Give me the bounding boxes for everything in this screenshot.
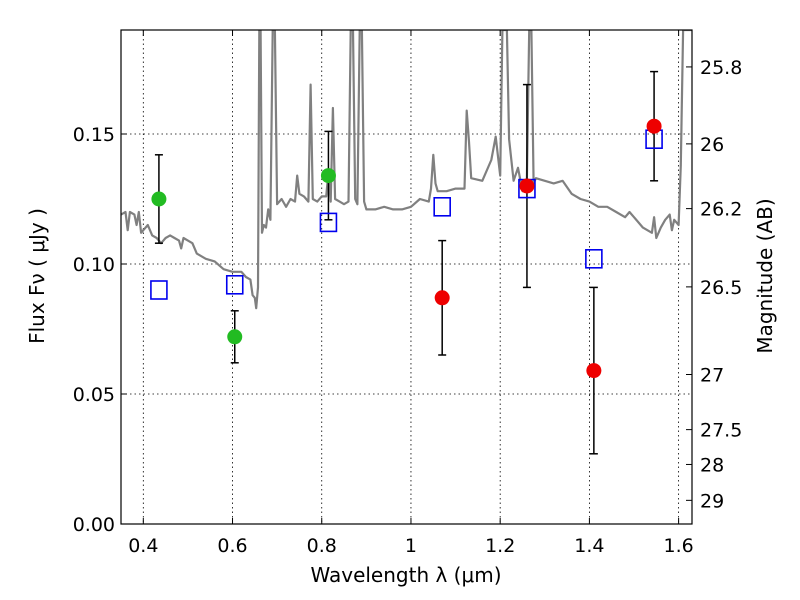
red-point-marker <box>519 178 535 194</box>
y-tick-label: 0.00 <box>73 514 115 536</box>
model-square-marker <box>319 212 338 233</box>
model-square-marker <box>225 274 244 295</box>
magnitude-tick-label: 29 <box>700 490 724 512</box>
red-point-marker <box>434 290 450 306</box>
x-tick-label: 1.6 <box>664 535 694 557</box>
model-square-marker <box>433 197 451 217</box>
x-tick-label: 0.8 <box>307 535 337 557</box>
model-square-marker <box>150 280 168 300</box>
y-axis-label-left: Flux Fν ( μJy ) <box>25 208 49 344</box>
magnitude-tick-label: 27.5 <box>700 420 742 442</box>
x-tick-label: 0.6 <box>217 535 247 557</box>
red-point-marker <box>646 118 662 134</box>
y-tick-label: 0.10 <box>73 254 115 276</box>
magnitude-tick-label: 26 <box>700 134 724 156</box>
green-point-marker <box>151 191 167 207</box>
model-spectrum <box>121 30 692 310</box>
y-tick-label: 0.15 <box>73 124 115 146</box>
axis-ticks: 0.4 0.6 0.8 1 1.2 1.4 1.6 0.00 0.05 0.10 0.15 25.8 2… <box>73 30 742 557</box>
green-point-marker <box>227 329 243 345</box>
magnitude-tick-label: 28 <box>700 454 724 476</box>
magnitude-tick-label: 25.8 <box>700 57 742 79</box>
plot-frame <box>120 29 693 525</box>
y-tick-label: 0.05 <box>73 384 115 406</box>
x-axis-label: Wavelength λ (μm) <box>310 563 501 587</box>
y-axis-label-right: Magnitude (AB) <box>753 198 777 353</box>
data-markers <box>150 118 663 379</box>
magnitude-tick-label: 26.2 <box>700 199 742 221</box>
green-point-marker <box>320 168 336 184</box>
magnitude-tick-label: 26.5 <box>700 277 742 299</box>
red-point-marker <box>586 363 602 379</box>
x-tick-label: 1.2 <box>485 535 515 557</box>
error-bars <box>154 70 659 455</box>
model-square-marker <box>585 249 603 269</box>
x-tick-label: 0.4 <box>128 535 158 557</box>
grid-lines <box>121 30 692 524</box>
magnitude-tick-label: 27 <box>700 365 724 387</box>
x-tick-label: 1.4 <box>574 535 604 557</box>
model-spectrum-line <box>121 30 692 310</box>
x-tick-label: 1 <box>405 535 417 557</box>
